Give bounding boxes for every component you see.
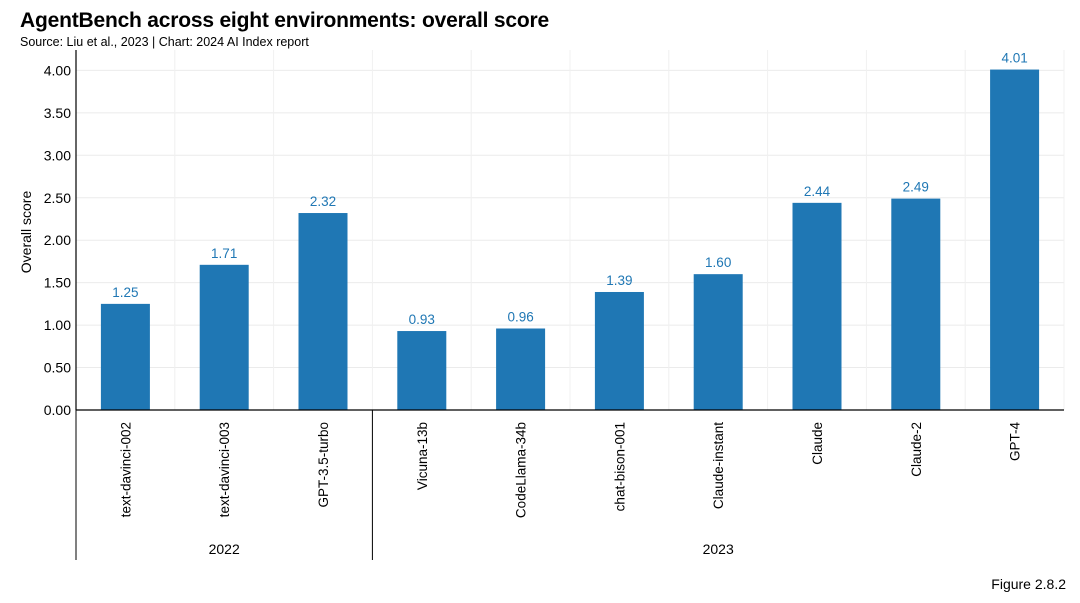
bar — [100, 303, 150, 410]
x-tick-label: chat-bison-001 — [612, 422, 627, 511]
x-tick-label: GPT-4 — [1008, 422, 1023, 462]
y-tick-label: 2.00 — [44, 232, 71, 248]
bar — [792, 202, 842, 410]
x-tick-label: Vicuna-13b — [415, 422, 430, 490]
y-tick-label: 0.00 — [44, 402, 71, 418]
y-tick-label: 3.00 — [44, 147, 71, 163]
data-label: 4.01 — [1001, 51, 1027, 66]
bar — [594, 291, 644, 410]
x-tick-label: Claude-instant — [711, 422, 726, 509]
figure-number: Figure 2.8.2 — [991, 576, 1066, 592]
y-tick-label: 2.50 — [44, 190, 71, 206]
data-label: 2.44 — [804, 184, 831, 199]
bar — [693, 274, 743, 410]
group-label: 2023 — [703, 541, 734, 557]
bar — [496, 328, 546, 410]
x-tick-label: CodeLlama-34b — [514, 422, 529, 518]
data-label: 1.39 — [606, 273, 632, 288]
data-label: 1.71 — [211, 246, 237, 261]
group-labels: 2022 2023 — [75, 410, 734, 560]
x-tick-label: Claude-2 — [909, 422, 924, 477]
y-tick-label: 4.00 — [44, 62, 71, 78]
data-label: 2.49 — [903, 180, 929, 195]
y-ticks: 0.00 0.50 1.00 1.50 2.00 2.50 3.00 3.50 4.00 — [44, 62, 71, 418]
bar — [199, 264, 249, 410]
data-label: 0.96 — [507, 309, 533, 324]
bar — [891, 198, 941, 410]
category-labels: text-davinci-002 text-davinci-003 GPT-3.5-… — [118, 422, 1022, 519]
y-tick-label: 3.50 — [44, 105, 71, 121]
x-tick-label: GPT-3.5-turbo — [316, 422, 331, 508]
x-tick-label: text-davinci-002 — [118, 422, 133, 517]
data-label: 1.60 — [705, 255, 731, 270]
chart-subtitle: Source: Liu et al., 2023 | Chart: 2024 A… — [20, 35, 309, 49]
bar — [298, 213, 348, 410]
bar — [397, 331, 447, 410]
group-label: 2022 — [209, 541, 240, 557]
chart-title: AgentBench across eight environments: ov… — [20, 9, 549, 32]
bars: 1.25 1.71 2.32 0.93 0.96 1.39 1.60 2.44 2.49 4.01 — [100, 51, 1040, 411]
y-tick-label: 1.00 — [44, 317, 71, 333]
data-label: 2.32 — [310, 194, 336, 209]
data-label: 0.93 — [409, 312, 435, 327]
x-tick-label: text-davinci-003 — [217, 422, 232, 517]
y-tick-label: 1.50 — [44, 275, 71, 291]
x-tick-label: Claude — [810, 422, 825, 465]
axes — [75, 50, 1064, 411]
bar — [990, 69, 1040, 411]
data-label: 1.25 — [112, 285, 138, 300]
y-tick-label: 0.50 — [44, 360, 71, 376]
y-axis-label: Overall score — [18, 191, 34, 274]
